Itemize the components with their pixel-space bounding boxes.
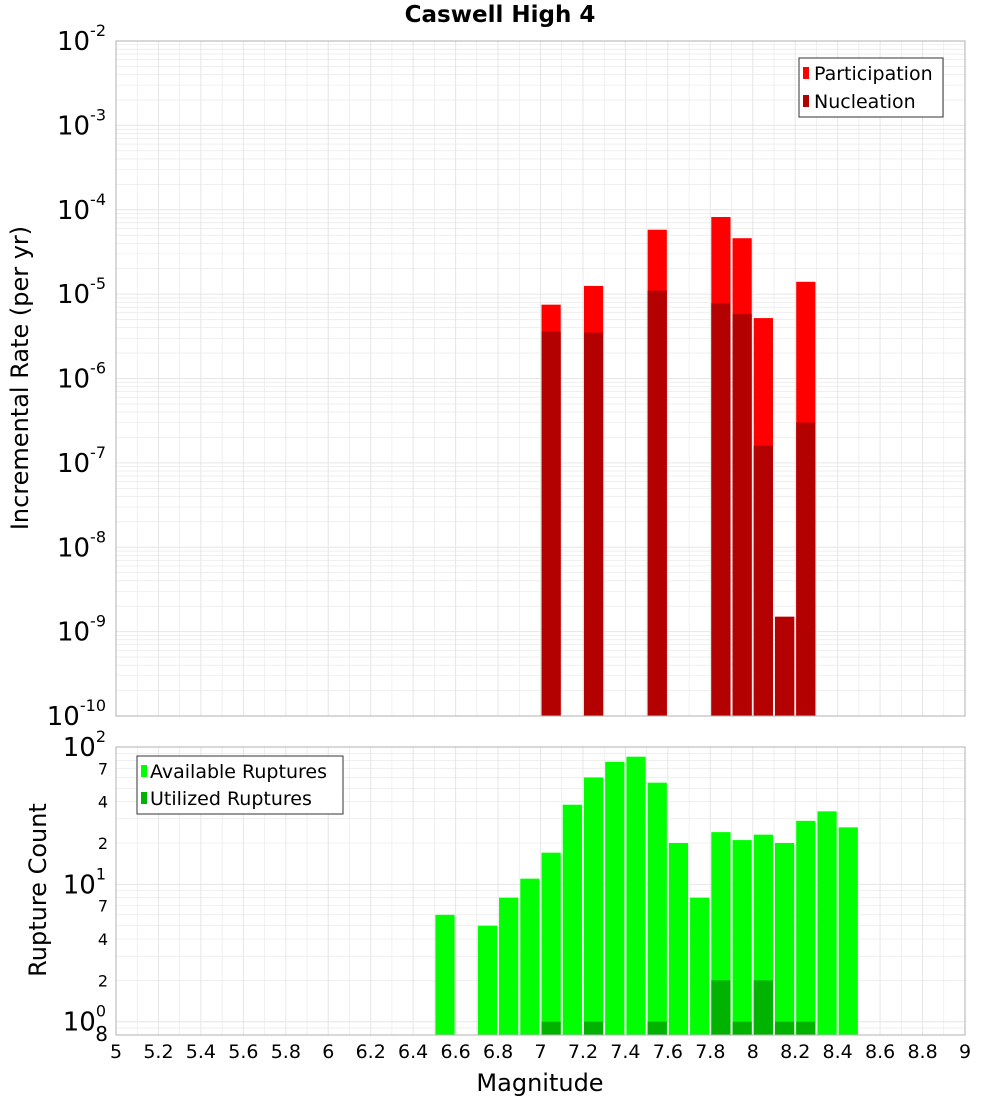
- x-tick-label: 8.4: [823, 1041, 853, 1063]
- y-minor-tick-label: 4: [98, 793, 108, 812]
- count-y-axis-label: Rupture Count: [24, 803, 52, 977]
- y-tick-label: 10-10: [47, 696, 106, 732]
- utilized-ruptures-bar: [541, 1021, 561, 1035]
- y-tick-label: 10-3: [57, 105, 106, 141]
- y-tick-label: 10-8: [57, 527, 106, 563]
- y-tick-label: 10-9: [57, 612, 106, 648]
- x-tick-label: 5: [110, 1041, 122, 1063]
- legend-swatch: [803, 95, 809, 107]
- available-ruptures-bar: [690, 897, 710, 1035]
- y-tick-label: 10-4: [57, 190, 106, 226]
- x-tick-label: 5.6: [228, 1041, 258, 1063]
- x-tick-label: 7.6: [653, 1041, 683, 1063]
- utilized-ruptures-bar: [583, 1021, 604, 1035]
- y-minor-tick-label: 7: [98, 759, 108, 778]
- available-ruptures-bar: [541, 852, 561, 1035]
- utilized-ruptures-bar: [711, 980, 731, 1035]
- legend-box: [798, 57, 944, 118]
- available-ruptures-bar: [605, 761, 625, 1035]
- available-ruptures-bar: [774, 843, 795, 1035]
- nucleation-bar: [796, 422, 816, 716]
- plot-frame: [115, 746, 966, 1036]
- x-tick-label: 8: [747, 1041, 759, 1063]
- available-ruptures-bar: [626, 756, 646, 1035]
- available-ruptures-bar: [477, 925, 498, 1035]
- x-tick-label: 6.2: [356, 1041, 386, 1063]
- y-tick-label: 10-5: [57, 274, 106, 310]
- x-tick-label: 8.8: [907, 1041, 937, 1063]
- x-tick-label: 7.8: [695, 1041, 725, 1063]
- utilized-ruptures-bar: [732, 1021, 752, 1035]
- available-ruptures-bar: [520, 878, 540, 1035]
- nucleation-bar: [753, 445, 773, 716]
- legend-label: Participation: [814, 63, 933, 85]
- x-tick-label: 6.6: [440, 1041, 470, 1063]
- y-minor-tick-label: 2: [98, 971, 108, 990]
- x-tick-label: 8.6: [865, 1041, 895, 1063]
- nucleation-bar: [774, 616, 795, 716]
- y-minor-tick-label: 4: [98, 930, 108, 949]
- utilized-ruptures-bar: [796, 1021, 816, 1035]
- available-ruptures-bar: [817, 811, 837, 1035]
- x-tick-label: 5.4: [186, 1041, 216, 1063]
- legend: Participation Nucleation: [798, 57, 944, 118]
- rate-y-axis-label: Incremental Rate (per yr): [6, 226, 34, 530]
- legend-box: [136, 755, 344, 815]
- y-tick-label: 10-2: [57, 21, 106, 57]
- x-tick-label: 6.8: [483, 1041, 513, 1063]
- y-tick-label: 10-7: [57, 443, 106, 479]
- y-tick-label: 101: [63, 864, 106, 900]
- available-ruptures-bar: [732, 840, 752, 1035]
- nucleation-bar: [583, 332, 604, 716]
- x-tick-label: 6: [322, 1041, 334, 1063]
- x-tick-label: 9: [959, 1041, 971, 1063]
- utilized-ruptures-bar: [647, 1021, 667, 1035]
- y-minor-tick-label: 8: [95, 1022, 108, 1046]
- y-minor-tick-label: 2: [98, 834, 108, 853]
- x-tick-label: 5.8: [271, 1041, 301, 1063]
- legend-swatch: [803, 67, 809, 79]
- nucleation-bar: [541, 331, 561, 716]
- x-axis-label: Magnitude: [476, 1069, 603, 1097]
- available-ruptures-bar: [562, 804, 582, 1035]
- legend-swatch: [141, 765, 147, 777]
- legend: Available Ruptures Utilized Ruptures: [136, 755, 344, 815]
- y-tick-label: 100: [63, 1002, 106, 1038]
- available-ruptures-bar: [668, 843, 689, 1035]
- x-tick-label: 7: [534, 1041, 546, 1063]
- available-ruptures-bar: [838, 827, 858, 1035]
- utilized-ruptures-bar: [774, 1021, 795, 1035]
- legend-swatch: [141, 792, 147, 804]
- x-tick-label: 8.2: [780, 1041, 810, 1063]
- available-ruptures-bar: [583, 777, 604, 1035]
- y-minor-tick-label: 7: [98, 897, 108, 916]
- nucleation-bar: [647, 290, 667, 716]
- x-tick-label: 5.2: [143, 1041, 173, 1063]
- available-ruptures-bar: [499, 897, 519, 1035]
- legend-label: Utilized Ruptures: [150, 788, 312, 810]
- x-tick-label: 7.4: [610, 1041, 640, 1063]
- available-ruptures-bar: [796, 820, 816, 1035]
- utilized-ruptures-bar: [753, 980, 773, 1035]
- legend-label: Nucleation: [814, 91, 916, 113]
- chart-title: Caswell High 4: [404, 2, 596, 28]
- y-tick-label: 102: [63, 727, 106, 763]
- available-ruptures-bar: [435, 914, 455, 1035]
- available-ruptures-bar: [647, 782, 667, 1035]
- x-tick-label: 6.4: [398, 1041, 428, 1063]
- nucleation-bar: [711, 303, 731, 716]
- plot-frame: [115, 40, 966, 717]
- x-tick-label: 7.2: [568, 1041, 598, 1063]
- legend-label: Available Ruptures: [150, 761, 327, 783]
- y-tick-label: 10-6: [57, 359, 106, 395]
- nucleation-bar: [732, 314, 752, 716]
- rate-panel: 10-2 10-3 10-4 10-5 10-6 10-7 10-8 10-9 10-10 Par…: [47, 21, 966, 732]
